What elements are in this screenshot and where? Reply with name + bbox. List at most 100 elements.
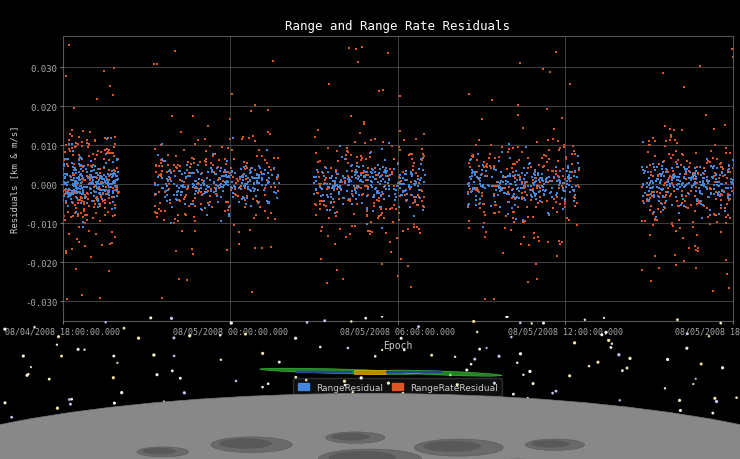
Point (470, 193, 482, 200)
Point (718, 188, 730, 196)
Point (98, 165, 110, 172)
Point (238, 134, 249, 142)
Point (679, 203, 690, 210)
Point (568, 173, 579, 180)
Point (226, 91, 238, 98)
Point (380, 173, 392, 180)
Point (710, 179, 722, 187)
Point (678, 257, 690, 265)
Point (548, 126, 559, 133)
Point (233, 241, 245, 249)
Point (572, 153, 584, 160)
Point (87, 168, 99, 175)
Point (85, 174, 97, 182)
Point (561, 181, 573, 189)
Point (272, 195, 283, 202)
Point (326, 175, 337, 183)
Point (704, 212, 716, 219)
Point (414, 175, 426, 182)
Point (247, 134, 259, 141)
Point (377, 87, 389, 94)
Point (477, 167, 488, 174)
Point (621, 364, 633, 372)
Point (300, 376, 312, 384)
Point (331, 171, 343, 179)
Point (200, 186, 212, 193)
Point (451, 381, 463, 388)
Point (532, 183, 544, 190)
Point (72, 141, 84, 148)
Point (59, 180, 71, 188)
Point (67, 191, 78, 198)
Point (69, 190, 81, 197)
Point (689, 179, 701, 186)
Point (327, 204, 339, 212)
Point (237, 136, 249, 143)
Point (309, 190, 320, 198)
Point (229, 222, 240, 229)
Point (563, 173, 575, 180)
Point (92, 198, 104, 206)
Point (309, 174, 320, 181)
Point (559, 188, 571, 196)
Point (417, 151, 429, 159)
Point (673, 217, 685, 224)
Point (357, 190, 369, 198)
Point (318, 198, 330, 206)
Point (715, 164, 727, 172)
Point (557, 180, 569, 187)
Point (519, 184, 531, 191)
Point (672, 181, 684, 188)
Point (258, 186, 269, 194)
Point (563, 174, 575, 181)
Point (727, 181, 739, 188)
Point (525, 183, 537, 190)
Point (315, 255, 327, 263)
Point (466, 173, 478, 180)
Point (57, 166, 69, 174)
Point (309, 134, 320, 142)
Point (355, 157, 367, 164)
Point (670, 182, 682, 190)
Point (346, 151, 357, 159)
Point (325, 194, 337, 201)
Point (592, 359, 604, 366)
Point (68, 174, 80, 182)
Point (80, 194, 92, 202)
Point (394, 181, 406, 189)
Point (97, 180, 109, 188)
Point (479, 296, 491, 303)
Point (84, 181, 95, 188)
Point (710, 398, 722, 405)
Point (310, 187, 322, 194)
Point (676, 181, 687, 188)
Point (107, 213, 119, 220)
Point (63, 190, 75, 197)
Point (480, 168, 492, 175)
Point (561, 180, 573, 188)
Point (372, 172, 384, 179)
Point (701, 160, 713, 167)
Point (667, 202, 679, 209)
Point (667, 174, 679, 182)
Point (90, 163, 101, 170)
Point (409, 197, 421, 205)
Point (290, 374, 302, 381)
Point (516, 190, 528, 197)
Point (470, 141, 482, 149)
Point (239, 204, 251, 212)
Point (98, 176, 110, 183)
Point (404, 186, 416, 193)
Point (505, 181, 517, 188)
Point (169, 173, 181, 180)
Point (680, 175, 692, 183)
Point (696, 201, 707, 208)
Point (414, 230, 425, 237)
Point (226, 147, 238, 155)
Point (528, 182, 540, 189)
Point (149, 146, 161, 153)
Point (417, 179, 429, 186)
Point (407, 200, 419, 207)
Point (551, 194, 563, 201)
Point (156, 156, 168, 163)
